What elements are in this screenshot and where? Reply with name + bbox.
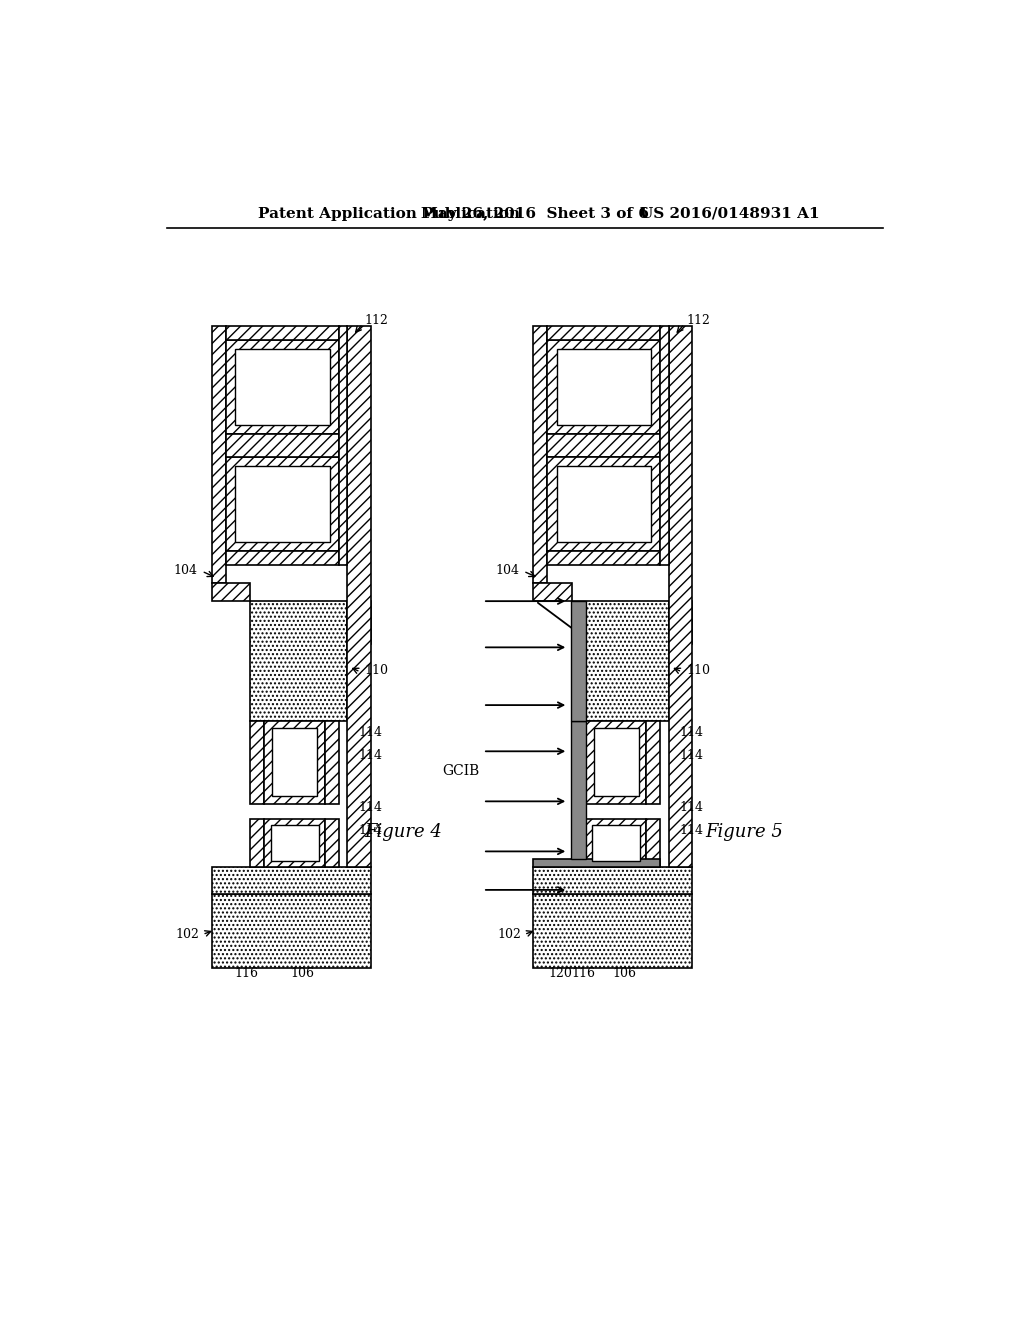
Bar <box>592 825 640 861</box>
Bar <box>339 326 347 565</box>
Bar <box>646 721 660 804</box>
Bar <box>534 867 692 894</box>
Text: 108: 108 <box>592 380 615 393</box>
Bar <box>534 326 547 583</box>
Bar <box>212 583 251 601</box>
Bar <box>586 818 646 867</box>
Bar <box>534 583 572 601</box>
Bar <box>212 894 371 969</box>
Text: 106: 106 <box>291 966 314 979</box>
Text: 102: 102 <box>497 928 521 941</box>
Bar <box>534 894 692 969</box>
Text: 108: 108 <box>592 498 615 511</box>
Text: 108: 108 <box>270 380 294 393</box>
Text: 108: 108 <box>604 837 629 850</box>
Text: 108: 108 <box>283 755 306 768</box>
Bar <box>547 457 660 552</box>
Text: 116: 116 <box>234 966 259 979</box>
Bar <box>570 601 586 721</box>
Bar <box>270 825 318 861</box>
Text: 114: 114 <box>680 801 703 814</box>
Bar <box>570 721 586 859</box>
Bar <box>264 721 325 804</box>
Bar <box>572 859 660 867</box>
Bar <box>586 721 646 804</box>
Text: 104: 104 <box>174 564 198 577</box>
Text: 104: 104 <box>496 564 519 577</box>
Text: 114: 114 <box>680 824 703 837</box>
Bar <box>251 804 339 818</box>
Text: 102: 102 <box>175 928 200 941</box>
Text: 114: 114 <box>358 726 382 739</box>
Bar <box>547 434 660 457</box>
Bar <box>272 729 317 796</box>
Bar <box>547 552 660 565</box>
Text: Figure 5: Figure 5 <box>706 824 783 841</box>
Bar <box>347 326 371 867</box>
Text: 108: 108 <box>604 755 629 768</box>
Bar <box>347 601 371 644</box>
Bar <box>572 721 586 804</box>
Text: 120: 120 <box>549 966 572 979</box>
Text: 114: 114 <box>358 748 382 762</box>
Bar <box>234 350 330 425</box>
Bar <box>557 466 651 543</box>
Text: 106: 106 <box>612 966 636 979</box>
Bar <box>325 818 339 867</box>
Bar <box>251 601 347 721</box>
Text: 114: 114 <box>680 748 703 762</box>
Bar <box>212 867 371 894</box>
Text: 114: 114 <box>358 801 382 814</box>
Bar <box>251 721 264 867</box>
Bar <box>557 350 651 425</box>
Text: Patent Application Publication: Patent Application Publication <box>258 207 520 220</box>
Text: 108: 108 <box>283 837 306 850</box>
Text: 110: 110 <box>365 664 388 677</box>
Bar <box>534 859 660 867</box>
Bar <box>669 601 692 644</box>
Text: 112: 112 <box>365 314 388 326</box>
Text: Figure 4: Figure 4 <box>365 824 442 841</box>
Bar <box>660 326 669 565</box>
Bar <box>212 326 347 867</box>
Text: 114: 114 <box>358 824 382 837</box>
Bar <box>669 326 692 867</box>
Bar <box>225 341 339 434</box>
Bar <box>594 729 639 796</box>
Text: 116: 116 <box>571 966 596 979</box>
Text: 110: 110 <box>686 664 710 677</box>
Bar <box>251 818 264 867</box>
Text: 108: 108 <box>270 498 294 511</box>
Text: 114: 114 <box>680 726 703 739</box>
Bar <box>225 552 339 565</box>
Bar <box>572 601 669 721</box>
Text: GCIB: GCIB <box>441 763 479 777</box>
Text: US 2016/0148931 A1: US 2016/0148931 A1 <box>640 207 819 220</box>
Bar <box>646 818 660 867</box>
Bar <box>547 326 660 341</box>
Bar <box>547 341 660 434</box>
Bar <box>264 818 325 867</box>
Bar <box>572 804 660 818</box>
Text: May 26, 2016  Sheet 3 of 6: May 26, 2016 Sheet 3 of 6 <box>421 207 649 220</box>
Bar <box>251 721 264 804</box>
Bar <box>212 326 225 583</box>
Bar <box>225 434 339 457</box>
Bar <box>225 457 339 552</box>
Bar <box>572 818 586 867</box>
Text: 112: 112 <box>686 314 710 326</box>
Bar <box>234 466 330 543</box>
Bar <box>225 326 339 341</box>
Bar <box>325 721 339 804</box>
